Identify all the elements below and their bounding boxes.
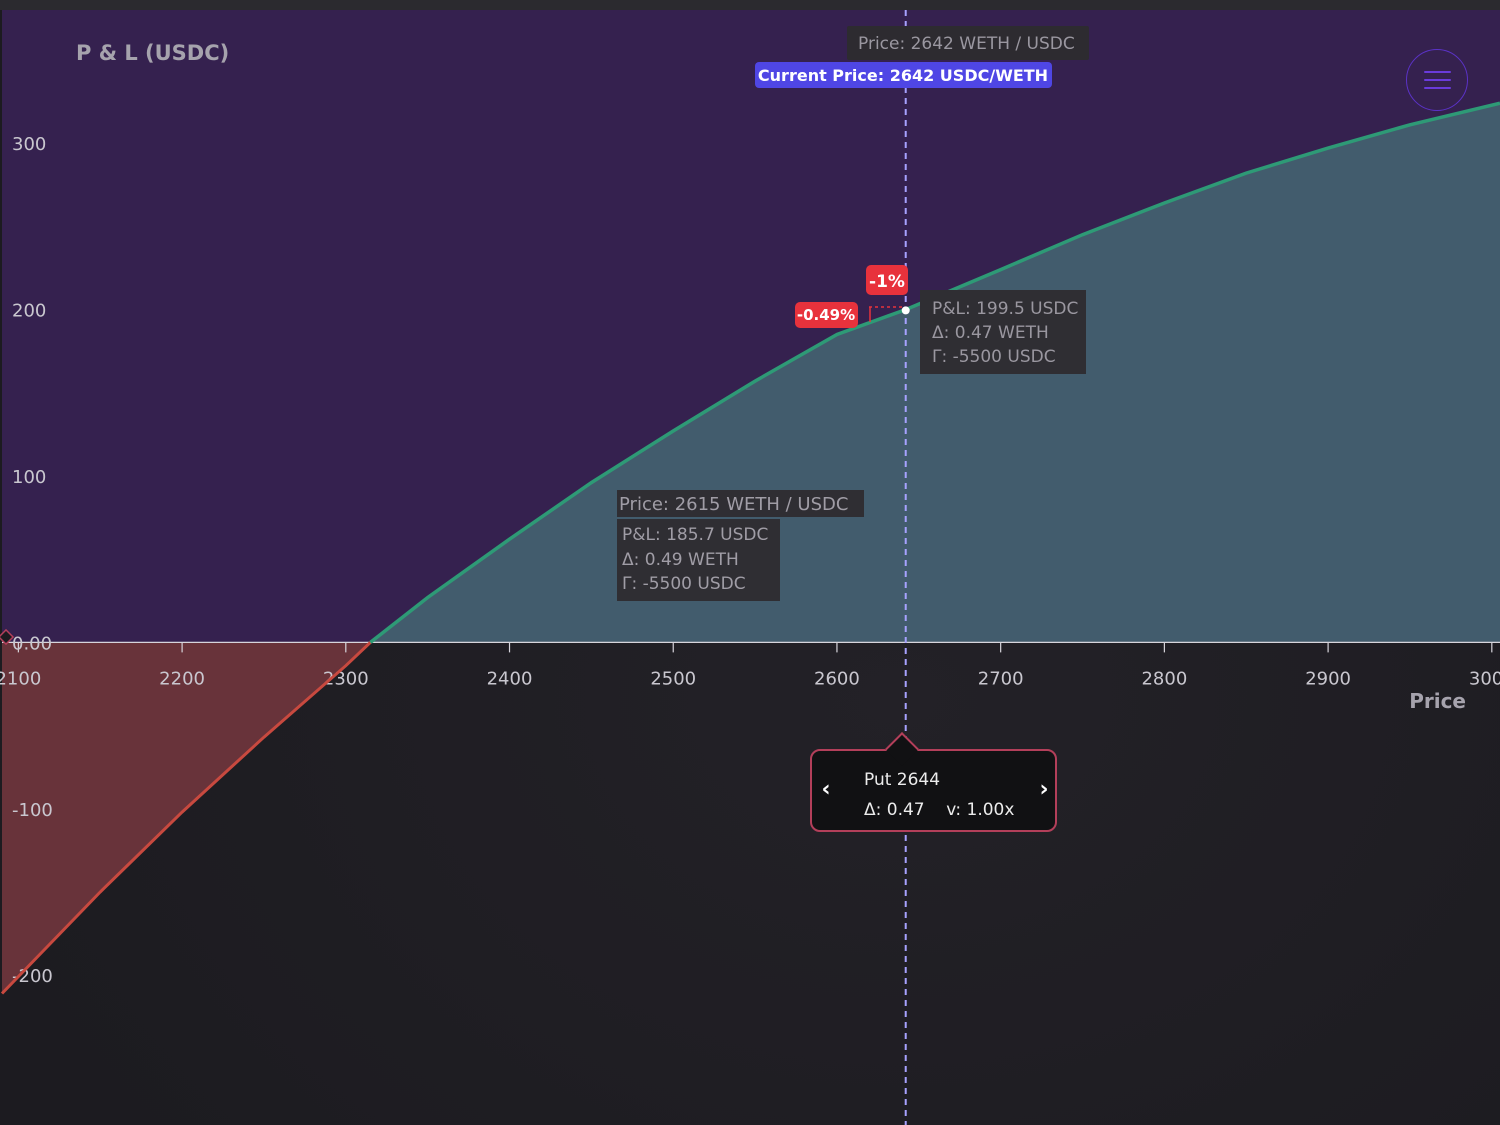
current-price-badge [755,62,1052,88]
x-tick-label: 2500 [650,668,696,689]
x-axis-label: Price [1409,689,1466,713]
tooltip-current-gamma: Γ: -5500 USDC [932,347,1056,367]
top-bar [0,0,1500,10]
y-tick-label: 100 [12,467,46,488]
tooltip-hover-price: Price: 2615 WETH / USDC [619,494,848,515]
tooltip-current-pnl: P&L: 199.5 USDC [932,299,1078,319]
price-label: Price: 2642 WETH / USDC [858,34,1075,54]
pct-diff-badge [795,302,858,328]
tooltip-current-delta: Δ: 0.47 WETH [932,323,1049,343]
y-tick-label: -100 [12,800,53,821]
tooltip-current-box [920,290,1086,374]
tooltip-hover-box [617,519,780,601]
menu-button[interactable] [1406,49,1468,111]
price-label-box [847,26,1089,60]
put-option-volume: v: 1.00x [946,800,1015,820]
loss-curve [0,641,372,995]
x-tick-label: 2900 [1305,668,1351,689]
put-option-stats: Δ: 0.47 v: 1.00x [864,800,1014,820]
hover-point [901,306,910,315]
tooltip-hover-delta: Δ: 0.49 WETH [622,550,739,570]
loss-area [2,642,371,994]
y-tick-label: 200 [12,301,46,322]
hamburger-menu-icon [1424,71,1451,73]
x-tick-label: 2700 [978,668,1024,689]
put-option-title: Put 2644 [864,770,941,790]
tooltip-hover-header-box [617,490,864,517]
x-tick-label: 2300 [323,668,369,689]
y-tick-label: 300 [12,134,46,155]
pct-change-badge [866,265,908,295]
x-tick-label: 3000 [1469,668,1500,689]
put-option-card[interactable]: ‹ Put 2644 Δ: 0.47 v: 1.00x › [810,732,1057,832]
chart-title: P & L (USDC) [76,41,229,65]
y-tick-label: 0.00 [12,633,52,654]
put-option-delta: Δ: 0.47 [864,800,925,820]
x-tick-label: 2800 [1141,668,1187,689]
x-tick-label: 2600 [814,668,860,689]
axis-origin-marker [0,628,15,646]
x-tick-label: 2200 [159,668,205,689]
tooltip-hover-pnl: P&L: 185.7 USDC [622,525,768,545]
chevron-left-icon[interactable]: ‹ [821,777,831,802]
hamburger-menu-icon-bar [1424,79,1451,81]
pct-change-label: -1% [869,272,905,292]
x-tick-label: 2100 [0,668,41,689]
current-price-label: Current Price: 2642 USDC/WETH [758,66,1048,85]
chevron-right-icon[interactable]: › [1039,777,1049,802]
x-tick-label: 2400 [487,668,533,689]
hamburger-menu-icon-bar [1424,87,1451,89]
tooltip-hover-gamma: Γ: -5500 USDC [622,574,746,594]
pct-diff-label: -0.49% [797,306,855,324]
